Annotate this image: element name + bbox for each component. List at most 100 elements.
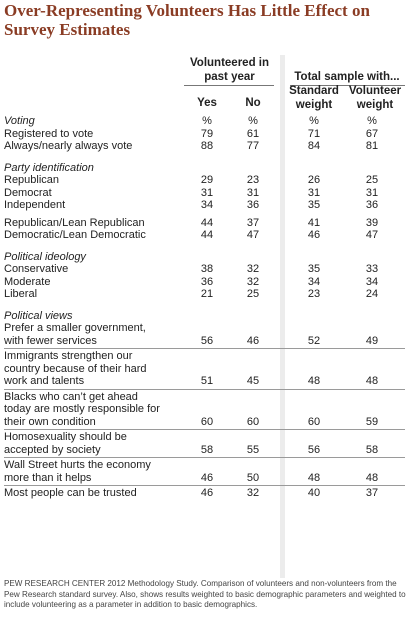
header-no: No [245, 97, 261, 109]
row-divider [4, 457, 405, 458]
value-standard-weight: 60 [307, 415, 321, 428]
value-standard-weight: 52 [307, 334, 321, 347]
header-yes: Yes [197, 97, 217, 109]
value-standard-weight: 84 [307, 140, 321, 152]
header-standard-weight: Standard weight [289, 85, 339, 111]
value-standard-weight: 31 [307, 186, 321, 199]
value-yes: 58 [200, 443, 214, 456]
value-yes: 44 [200, 216, 214, 229]
row-label: Always/nearly always vote [4, 140, 133, 152]
row-label: Republican/Lean Republican [4, 216, 145, 229]
value-volunteer-weight: 49 [365, 334, 379, 347]
value-standard-weight: 35 [307, 199, 321, 211]
value-no: 60 [246, 415, 260, 428]
value-yes: 31 [200, 186, 214, 199]
value-volunteer-weight: 59 [365, 415, 379, 428]
value-volunteer-weight: 36 [365, 199, 379, 211]
row-label: Independent [4, 199, 66, 211]
row-label-line: Wall Street hurts the economy [4, 459, 151, 471]
value-no: 55 [246, 443, 260, 456]
value-standard-weight: 34 [307, 275, 321, 288]
value-volunteer-weight: % [367, 115, 377, 127]
row-label-line: their own condition [4, 415, 96, 428]
value-no: 61 [246, 127, 260, 140]
value-yes: 29 [200, 174, 214, 186]
value-yes: 44 [200, 229, 214, 241]
row-divider [4, 485, 405, 486]
row-divider [4, 388, 405, 390]
value-no: 47 [246, 229, 260, 241]
value-no: 23 [246, 174, 260, 186]
row-label-line: today are mostly responsible for [4, 403, 160, 415]
value-no: 32 [246, 275, 260, 288]
row-label: Wall Street hurts the economy more than i… [4, 459, 151, 484]
row-label: Immigrants strengthen our country because… [4, 350, 146, 388]
header-volunteer-weight: Volunteer weight [348, 85, 402, 111]
value-volunteer-weight: 24 [365, 288, 379, 300]
row-label-line: Prefer a smaller government, [4, 322, 146, 334]
row-label-line: more than it helps [4, 471, 92, 484]
row-label: Homosexuality should be accepted by socie… [4, 431, 127, 456]
row-label-line: Homosexuality should be [4, 431, 127, 443]
row-label-line: with fewer services [4, 334, 97, 347]
row-label-line: Immigrants strengthen our [4, 350, 133, 362]
value-standard-weight: % [309, 115, 319, 127]
row-label: Blacks who can’t get ahead today are most… [4, 391, 160, 429]
value-no: 32 [246, 263, 260, 275]
row-label: Republican [4, 174, 60, 186]
column-separator [280, 55, 285, 578]
value-yes: % [202, 115, 212, 127]
value-standard-weight: 23 [307, 288, 321, 300]
row-label: Conservative [4, 263, 69, 275]
row-divider [4, 348, 405, 349]
row-label: Democratic/Lean Democratic [4, 229, 146, 241]
section-label: Political ideology [4, 250, 86, 263]
value-no: 31 [246, 186, 260, 199]
value-volunteer-weight: 58 [365, 443, 379, 456]
value-no: % [248, 115, 258, 127]
value-yes: 38 [200, 263, 214, 275]
value-no: 77 [246, 140, 260, 152]
value-yes: 46 [200, 487, 214, 499]
value-volunteer-weight: 34 [365, 275, 379, 288]
value-standard-weight: 26 [307, 174, 321, 186]
value-yes: 79 [200, 127, 214, 140]
value-no: 32 [246, 487, 260, 499]
section-label: Party identification [4, 161, 94, 174]
value-volunteer-weight: 67 [365, 127, 379, 140]
section-label: Voting [4, 115, 35, 127]
value-volunteer-weight: 39 [365, 216, 379, 229]
page-title: Over-Representing Volunteers Has Little … [4, 1, 370, 39]
value-volunteer-weight: 25 [365, 174, 379, 186]
row-label-line: work and talents [4, 375, 85, 387]
value-yes: 36 [200, 275, 214, 288]
row-label: Liberal [4, 288, 38, 300]
row-label-line: accepted by society [4, 443, 101, 456]
section-label: Political views [4, 309, 73, 322]
value-volunteer-weight: 33 [365, 263, 379, 275]
value-no: 46 [246, 334, 260, 347]
value-standard-weight: 48 [307, 471, 321, 484]
value-standard-weight: 46 [307, 229, 321, 241]
value-yes: 21 [200, 288, 214, 300]
value-yes: 46 [200, 471, 214, 484]
value-no: 37 [246, 216, 260, 229]
value-standard-weight: 71 [307, 127, 321, 140]
value-no: 36 [246, 199, 260, 211]
value-standard-weight: 56 [307, 443, 321, 456]
value-yes: 51 [200, 375, 214, 387]
header-volunteered-underline [184, 85, 274, 86]
value-no: 45 [246, 375, 260, 387]
row-divider [4, 429, 405, 430]
value-volunteer-weight: 48 [365, 375, 379, 387]
header-total-sample-underline [290, 85, 405, 86]
value-volunteer-weight: 81 [365, 140, 379, 152]
row-label-line: Blacks who can’t get ahead [4, 390, 138, 403]
row-label: Moderate [4, 275, 51, 288]
value-standard-weight: 41 [307, 216, 321, 229]
value-volunteer-weight: 37 [365, 487, 379, 499]
value-volunteer-weight: 31 [365, 186, 379, 199]
row-label-line: country because of their hard [4, 362, 147, 375]
value-volunteer-weight: 47 [365, 229, 379, 241]
row-label: Prefer a smaller government, with fewer s… [4, 322, 146, 347]
